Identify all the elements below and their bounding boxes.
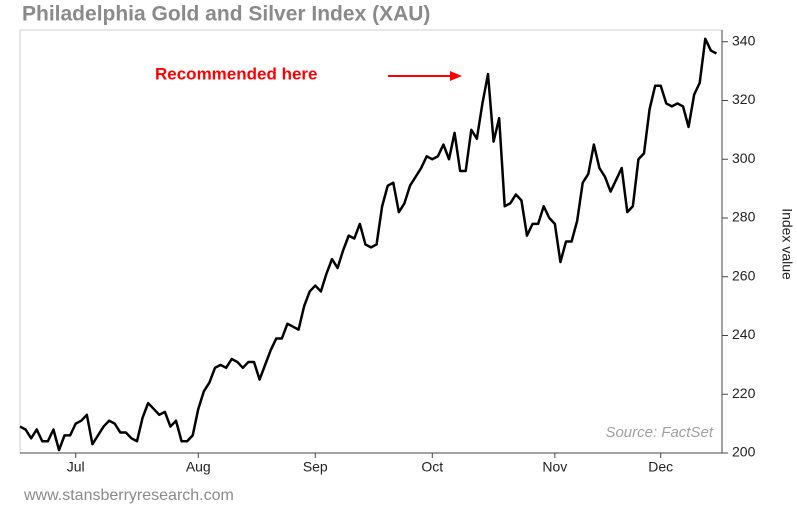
chart-title: Philadelphia Gold and Silver Index (XAU)	[22, 3, 430, 26]
x-tick-label: Oct	[421, 459, 443, 475]
source-note: Source: FactSet	[605, 424, 713, 441]
y-tick-label: 200	[732, 444, 756, 460]
y-tick-label: 280	[732, 209, 756, 225]
annotation: Recommended here	[155, 64, 318, 83]
y-tick-label: 240	[732, 326, 756, 342]
line	[19, 37, 718, 452]
y-axis-label: Index value	[779, 208, 795, 280]
footer: www.stansberryresearch.com	[23, 487, 234, 504]
annotation-arrow	[388, 71, 462, 81]
arrow-head	[450, 71, 462, 81]
y-tick-label: 340	[732, 32, 756, 48]
y-tick-label: 300	[732, 150, 756, 166]
x-tick-label: Aug	[186, 459, 211, 475]
y-tick-label: 220	[732, 385, 756, 401]
y-tick-label: 320	[732, 91, 756, 107]
y-tick-label: 260	[732, 267, 756, 283]
x-tick-label: Dec	[648, 459, 673, 475]
x-tick-label: Sep	[303, 459, 328, 475]
x-tick-label: Jul	[67, 459, 85, 475]
x-tick-label: Nov	[542, 459, 567, 475]
